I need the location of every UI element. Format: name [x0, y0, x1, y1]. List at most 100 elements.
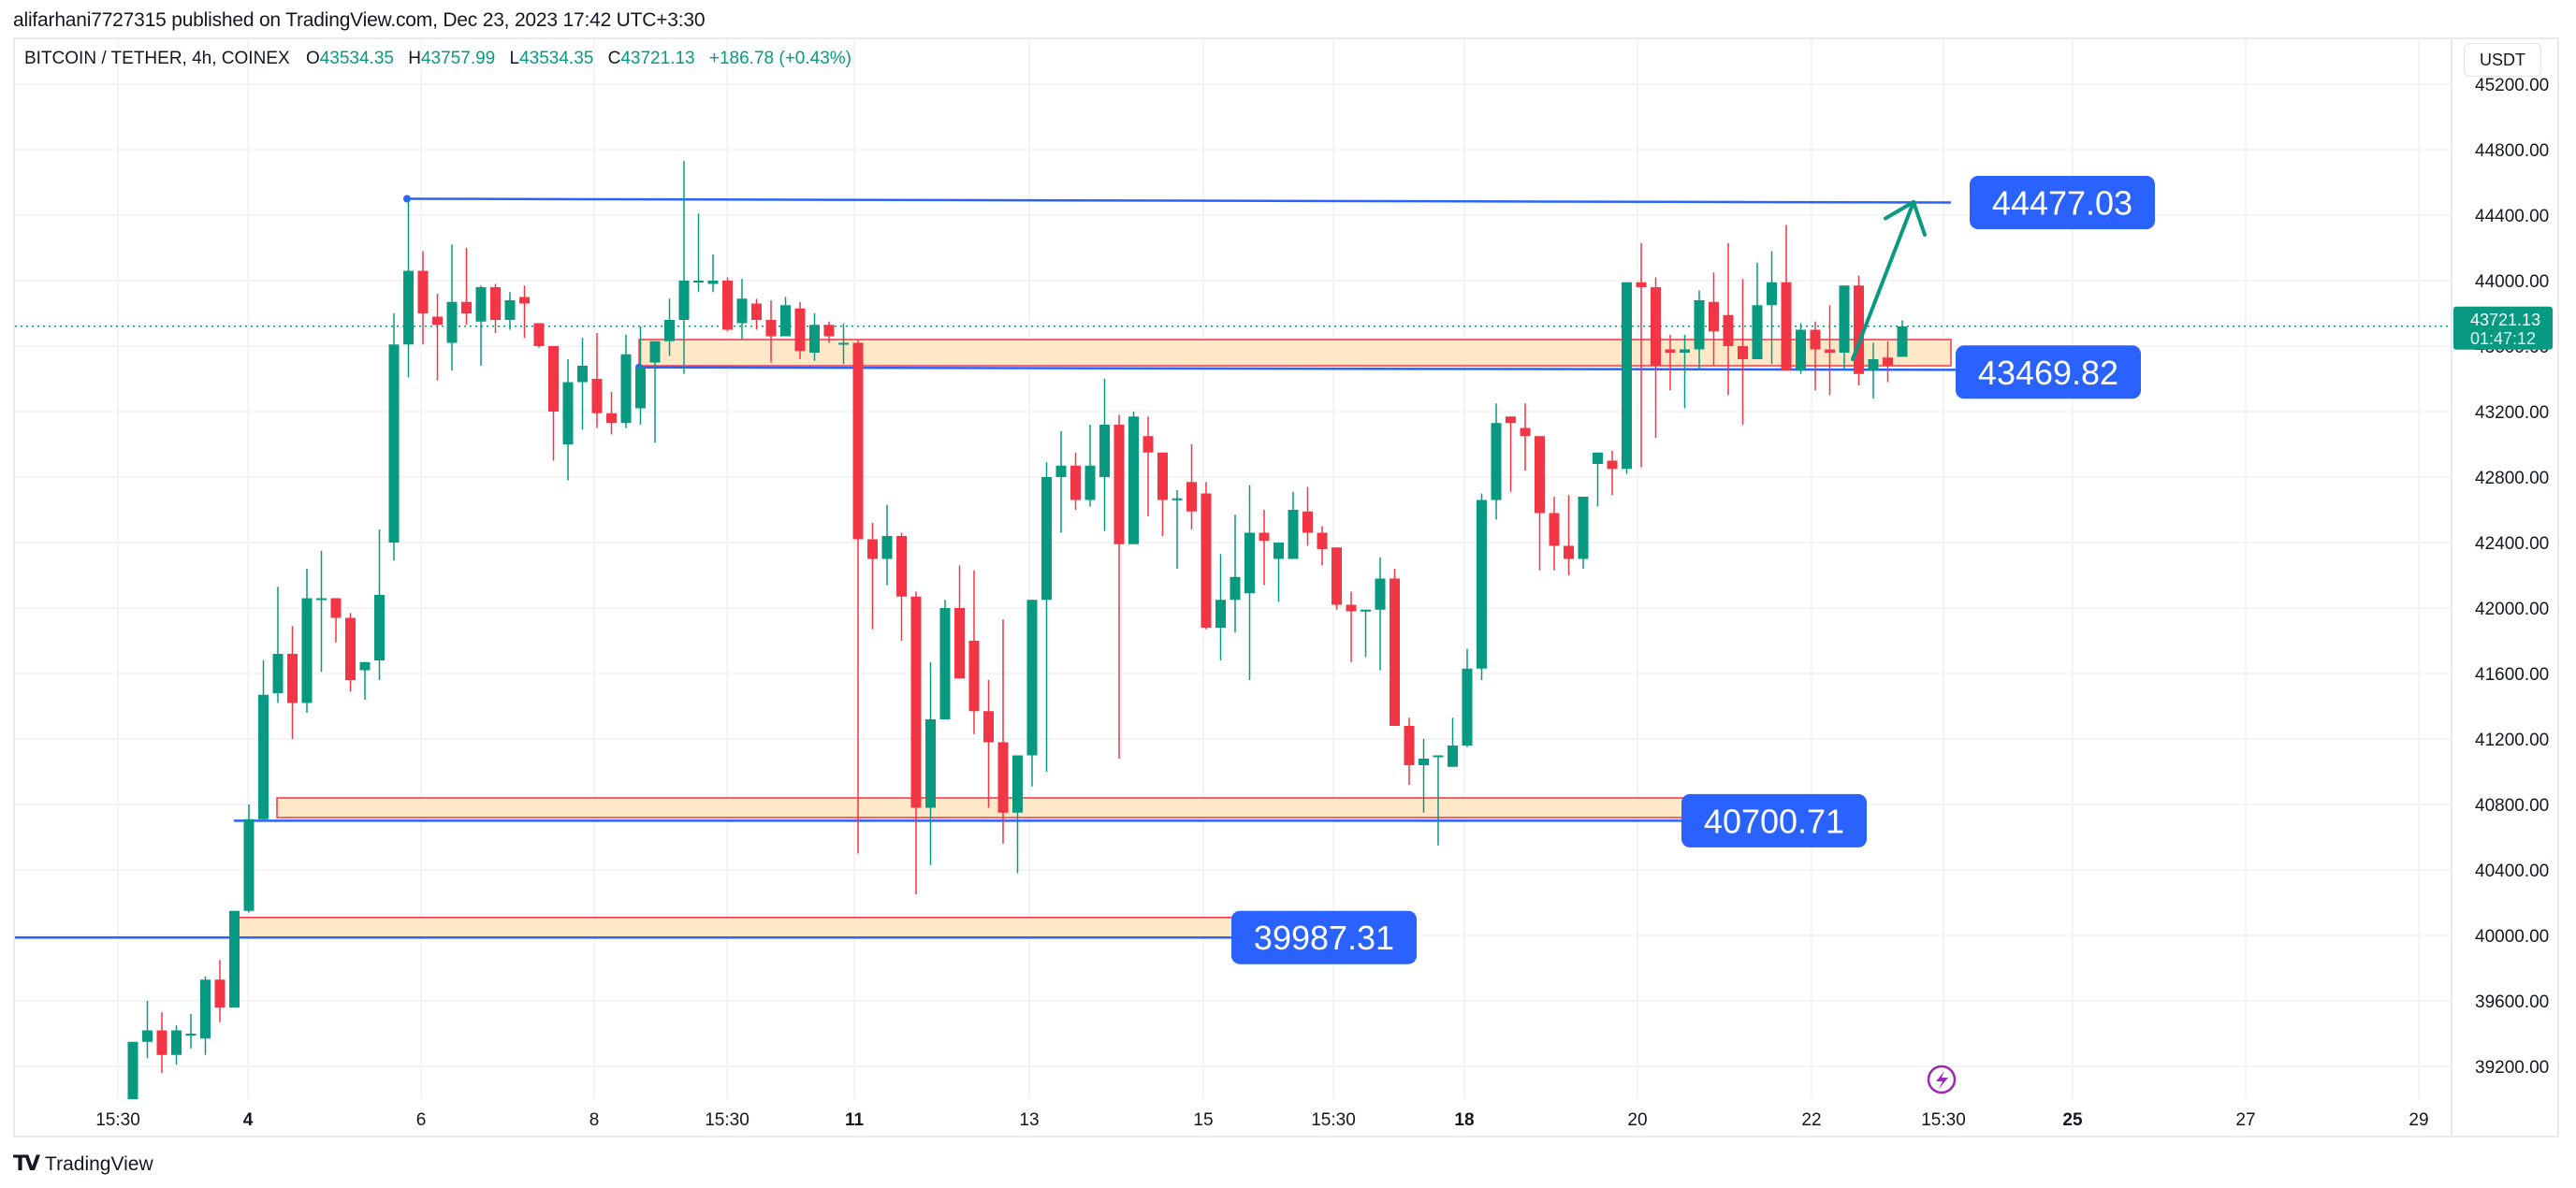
candle[interactable] — [693, 213, 704, 293]
candle[interactable] — [751, 298, 762, 330]
candle[interactable] — [664, 298, 675, 356]
candle[interactable] — [1883, 340, 1893, 383]
candle[interactable] — [722, 277, 733, 332]
candle[interactable] — [1781, 225, 1792, 371]
candle[interactable] — [1752, 262, 1763, 359]
price-level-label[interactable]: 43469.82 — [1956, 345, 2141, 399]
candle[interactable] — [1070, 452, 1081, 510]
candle[interactable] — [1288, 491, 1299, 559]
candle[interactable] — [475, 285, 487, 366]
candle[interactable] — [1607, 451, 1618, 496]
candle[interactable] — [809, 313, 820, 361]
support-zone[interactable] — [276, 797, 1685, 819]
price-level-label[interactable]: 44477.03 — [1970, 176, 2155, 230]
candle[interactable] — [403, 200, 414, 378]
candle[interactable] — [446, 244, 458, 371]
candle[interactable] — [388, 313, 400, 561]
candle[interactable] — [548, 346, 559, 461]
candle[interactable] — [490, 283, 501, 334]
candle[interactable] — [1084, 425, 1096, 507]
candle[interactable] — [200, 976, 211, 1055]
candle[interactable] — [1535, 436, 1545, 571]
candle[interactable] — [910, 591, 922, 895]
candle[interactable] — [301, 569, 313, 713]
candle[interactable] — [1419, 739, 1429, 813]
candle[interactable] — [1201, 482, 1212, 630]
candle[interactable] — [1055, 431, 1067, 533]
price-level-label[interactable]: 40700.71 — [1681, 793, 1867, 848]
candle[interactable] — [243, 804, 255, 913]
candle[interactable] — [1854, 275, 1864, 385]
candle[interactable] — [229, 910, 240, 1007]
candle[interactable] — [1303, 486, 1313, 546]
candle[interactable] — [780, 297, 791, 337]
candle[interactable] — [1012, 755, 1023, 874]
candle[interactable] — [1375, 557, 1386, 671]
candle[interactable] — [1244, 485, 1255, 680]
candle[interactable] — [1868, 342, 1879, 399]
candle[interactable] — [1317, 526, 1328, 566]
candle[interactable] — [1448, 717, 1458, 767]
candle[interactable] — [1390, 569, 1400, 726]
candle[interactable] — [1113, 414, 1125, 760]
candle[interactable] — [983, 680, 994, 808]
candle[interactable] — [1549, 497, 1560, 571]
candle[interactable] — [1186, 444, 1197, 529]
candle[interactable] — [1723, 242, 1734, 396]
resistance-line[interactable] — [406, 197, 1952, 204]
candle[interactable] — [1462, 648, 1473, 747]
candle[interactable] — [1477, 493, 1487, 681]
candle[interactable] — [272, 587, 284, 703]
candle[interactable] — [1651, 277, 1661, 439]
price-level-label[interactable]: 39987.31 — [1231, 910, 1417, 964]
candle[interactable] — [345, 613, 356, 692]
support-line[interactable] — [638, 366, 1957, 371]
candle[interactable] — [1259, 510, 1270, 586]
candle[interactable] — [896, 532, 907, 642]
line-handle[interactable] — [403, 195, 411, 203]
candle[interactable] — [1825, 305, 1835, 396]
candle[interactable] — [1142, 416, 1154, 516]
candle[interactable] — [1738, 279, 1748, 425]
candle[interactable] — [1665, 334, 1676, 391]
candle[interactable] — [1332, 547, 1342, 610]
candle[interactable] — [1564, 495, 1574, 575]
candle[interactable] — [1810, 321, 1821, 391]
candle[interactable] — [1215, 554, 1226, 660]
candle[interactable] — [939, 600, 951, 719]
candle[interactable] — [591, 333, 603, 428]
candle[interactable] — [1404, 717, 1415, 785]
candle[interactable] — [765, 300, 777, 363]
candle[interactable] — [635, 326, 646, 425]
candle[interactable] — [997, 619, 1009, 844]
candle[interactable] — [142, 1001, 153, 1059]
candle[interactable] — [620, 334, 632, 428]
candle[interactable] — [156, 1012, 167, 1073]
candle[interactable] — [577, 338, 588, 430]
candle[interactable] — [1026, 600, 1038, 787]
candle[interactable] — [1897, 320, 1908, 357]
candle[interactable] — [678, 161, 690, 374]
candle[interactable] — [1593, 452, 1603, 507]
candle[interactable] — [852, 340, 864, 854]
candle[interactable] — [1578, 497, 1589, 569]
candle[interactable] — [1273, 543, 1284, 601]
candle[interactable] — [1433, 755, 1444, 846]
candle[interactable] — [1346, 591, 1357, 662]
candle[interactable] — [823, 321, 835, 343]
candle[interactable] — [1636, 242, 1647, 468]
candle[interactable] — [1157, 452, 1168, 536]
candle[interactable] — [867, 523, 878, 630]
candle[interactable] — [968, 570, 980, 734]
candle[interactable] — [562, 359, 574, 481]
candle[interactable] — [838, 323, 849, 365]
candle[interactable] — [519, 285, 530, 339]
candle[interactable] — [316, 550, 327, 673]
candle[interactable] — [606, 392, 617, 435]
candle[interactable] — [214, 960, 226, 1022]
candle[interactable] — [1128, 412, 1139, 544]
candle[interactable] — [504, 292, 516, 330]
candle[interactable] — [185, 1014, 196, 1049]
candle[interactable] — [794, 301, 806, 359]
